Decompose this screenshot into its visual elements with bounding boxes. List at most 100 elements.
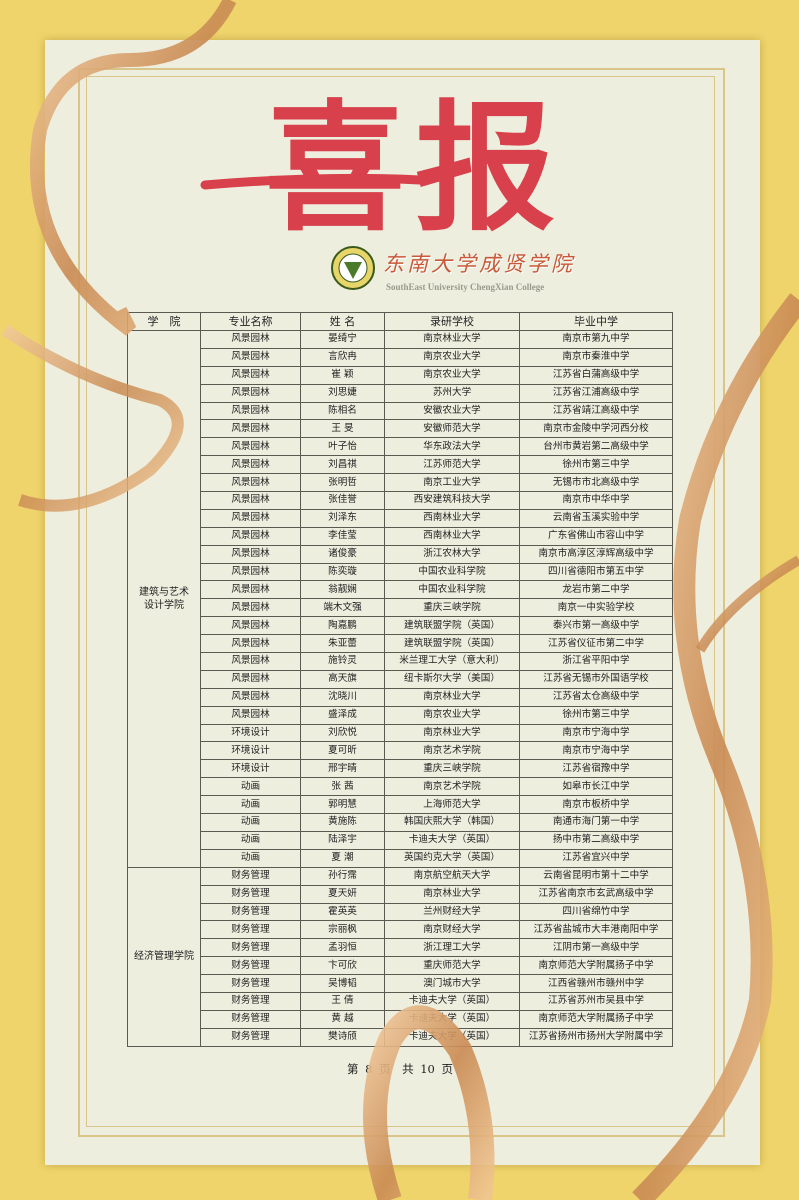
major-cell: 风景园林 [200,419,301,439]
grad-school-cell: 南京林业大学 [384,884,520,904]
high-school-cell: 龙岩市第二中学 [519,580,673,600]
grad-school-cell: 南京农业大学 [384,347,520,367]
student-name-cell: 陈奕璇 [300,562,385,582]
student-name-cell: 刘欣悦 [300,723,385,743]
high-school-cell: 南京一中实验学校 [519,598,673,618]
grad-school-cell: 上海师范大学 [384,795,520,815]
student-name-cell: 黄施陈 [300,813,385,832]
major-cell: 财务管理 [200,866,301,886]
high-school-cell: 江苏省苏州市吴县中学 [519,991,673,1011]
grad-school-cell: 浙江农林大学 [384,544,520,564]
poster-title: 喜报 [200,87,555,251]
student-name-cell: 陈相名 [300,401,385,421]
major-cell: 环境设计 [200,741,301,761]
major-cell: 财务管理 [200,974,301,993]
grad-school-cell: 南京艺术学院 [384,741,520,761]
header-grad-school: 录研学校 [384,312,520,331]
table-header-row: 学 院 专业名称 姓 名 录研学校 毕业中学 [127,312,673,331]
grad-school-cell: 中国农业科学院 [384,562,520,582]
high-school-cell: 扬中市第二高级中学 [519,830,673,850]
table-row: 财务管理王 倩卡迪夫大学（英国） 江苏省苏州市吴县中学 [128,991,673,1011]
high-school-cell: 江苏省宜兴中学 [519,848,673,868]
student-name-cell: 刘思婕 [300,383,385,403]
table-row: 风景园林 朱亚蕾 建筑联盟学院（英国） 江苏省仪征市第二中学 [128,634,673,654]
grad-school-cell: 南京农业大学 [384,705,520,725]
grad-school-cell: 江苏师范大学 [384,455,520,475]
grad-school-cell: 重庆师范大学 [384,956,520,976]
grad-school-cell: 西南林业大学 [384,526,520,546]
table-row: 财务管理 吴博韬 澳门城市大学 江西省赣州市赣州中学 [128,974,673,993]
student-name-cell: 高天旗 [300,669,385,689]
college-cell: 建筑与艺术 设计学院 [127,330,201,868]
grad-school-cell: 南京林业大学 [384,723,520,743]
student-name-cell: 李佳莹 [300,526,385,546]
major-cell: 风景园林 [200,616,301,636]
table-row: 风景园林 陶嘉鹏 建筑联盟学院（英国） 泰兴市第一高级中学 [128,616,673,636]
grad-school-cell: 英国约克大学（英国） [384,848,520,868]
grad-school-cell: 兰州财经大学 [384,902,520,922]
high-school-cell: 江苏省盐城市大丰港南阳中学 [519,920,673,940]
high-school-cell: 江西省赣州市赣州中学 [519,974,673,993]
grad-school-cell: 卡迪夫大学（英国） [384,830,520,850]
table-row: 动画张 茜南京艺术学院 如皋市长江中学 [128,777,673,797]
table-row: 风景园林 陈相名 安徽农业大学 江苏省靖江高级中学 [128,401,673,421]
college-name-en: SouthEast University ChengXian College [386,282,545,292]
grad-school-cell: 南京艺术学院 [384,777,520,797]
student-name-cell: 诸俊豪 [300,544,385,564]
grad-school-cell: 华东政法大学 [384,437,520,457]
student-name-cell: 黄 越 [300,1009,385,1029]
high-school-cell: 无锡市市北高级中学 [519,473,673,493]
high-school-cell: 南京师范大学附属扬子中学 [519,1009,673,1029]
high-school-cell: 泰兴市第一高级中学 [519,616,673,636]
student-name-cell: 霍英英 [300,902,385,922]
grad-school-cell: 南京农业大学 [384,365,520,385]
high-school-cell: 江苏省南京市玄武高级中学 [519,884,673,904]
major-cell: 风景园林 [200,687,301,707]
table-row: 动画 郭明慧 上海师范大学 南京市板桥中学 [128,795,673,815]
table-row: 风景园林王 旻安徽师范大学 南京市金陵中学河西分校 [128,419,673,439]
major-cell: 风景园林 [200,437,301,457]
grad-school-cell: 建筑联盟学院（英国） [384,634,520,654]
college-cell: 经济管理学院 [127,866,201,1047]
high-school-cell: 南京市高淳区淳辉高级中学 [519,544,673,564]
major-cell: 环境设计 [200,723,301,743]
high-school-cell: 四川省绵竹中学 [519,902,673,922]
table-row: 风景园林 叶子怡 华东政法大学 台州市黄岩第二高级中学 [128,437,673,457]
table-row: 财务管理 夏天妍 南京林业大学 江苏省南京市玄武高级中学 [128,884,673,904]
header-name: 姓 名 [300,312,385,331]
student-name-cell: 夏天妍 [300,884,385,904]
high-school-cell: 南京市第九中学 [519,330,673,349]
table-row: 环境设计 邢宇晴 重庆三峡学院 江苏省宿豫中学 [128,759,673,779]
admission-table: 学 院 专业名称 姓 名 录研学校 毕业中学 建筑与艺术 设计学院 风景园林 晏绮宁… [127,312,673,1047]
high-school-cell: 徐州市第三中学 [519,455,673,475]
major-cell: 风景园林 [200,669,301,689]
table-row: 财务管理黄 越卡迪夫大学（英国） 南京师范大学附属扬子中学 [128,1009,673,1029]
grad-school-cell: 纽卡斯尔大学（美国） [384,669,520,689]
major-cell: 风景园林 [200,705,301,725]
student-name-cell: 卞可欣 [300,956,385,976]
major-cell: 风景园林 [200,455,301,475]
major-cell: 风景园林 [200,401,301,421]
student-name-cell: 端木文强 [300,598,385,618]
grad-school-cell: 安徽师范大学 [384,419,520,439]
table-row: 财务管理 宗丽枫 南京财经大学 江苏省盐城市大丰港南阳中学 [128,920,673,940]
major-cell: 风景园林 [200,383,301,403]
high-school-cell: 云南省玉溪实验中学 [519,508,673,528]
table-row: 风景园林 陈奕璇 中国农业科学院 四川省德阳市第五中学 [128,562,673,582]
grad-school-cell: 重庆三峡学院 [384,598,520,618]
table-row: 风景园林 刘泽东 西南林业大学 云南省玉溪实验中学 [128,508,673,528]
student-name-cell: 言欣冉 [300,347,385,367]
high-school-cell: 江苏省无锡市外国语学校 [519,669,673,689]
table-row: 风景园林 诸俊豪 浙江农林大学 南京市高淳区淳辉高级中学 [128,544,673,564]
high-school-cell: 四川省德阳市第五中学 [519,562,673,582]
table-row: 风景园林崔 颖南京农业大学 江苏省白蒲高级中学 [128,365,673,385]
high-school-cell: 如皋市长江中学 [519,777,673,797]
student-name-cell: 沈晓川 [300,687,385,707]
high-school-cell: 南京市宁海中学 [519,723,673,743]
high-school-cell: 南京市秦淮中学 [519,347,673,367]
student-name-cell: 刘昌祺 [300,455,385,475]
high-school-cell: 徐州市第三中学 [519,705,673,725]
student-name-cell: 张佳誉 [300,491,385,510]
student-name-cell: 樊诗颀 [300,1027,385,1047]
high-school-cell: 南通市海门第一中学 [519,813,673,832]
